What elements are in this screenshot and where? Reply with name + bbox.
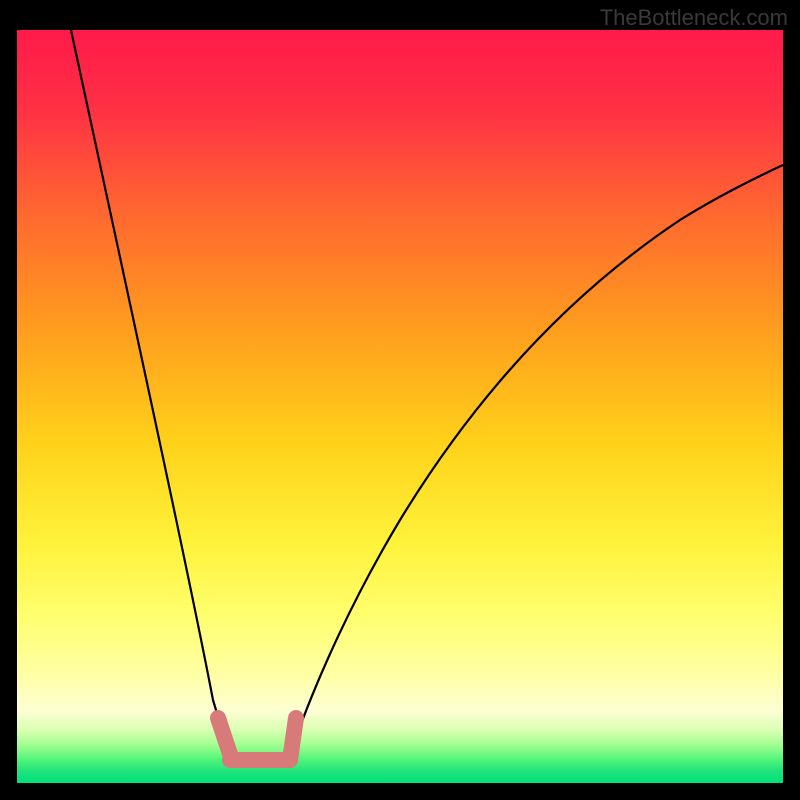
valley-right-tick xyxy=(290,718,296,760)
valley-marker xyxy=(218,718,296,760)
curve-overlay-svg xyxy=(0,0,800,800)
watermark-text: TheBottleneck.com xyxy=(600,5,788,31)
curve-left-branch xyxy=(71,30,232,756)
curve-right-branch xyxy=(290,165,783,755)
chart-frame: TheBottleneck.com xyxy=(0,0,800,800)
curve-group xyxy=(71,30,783,756)
